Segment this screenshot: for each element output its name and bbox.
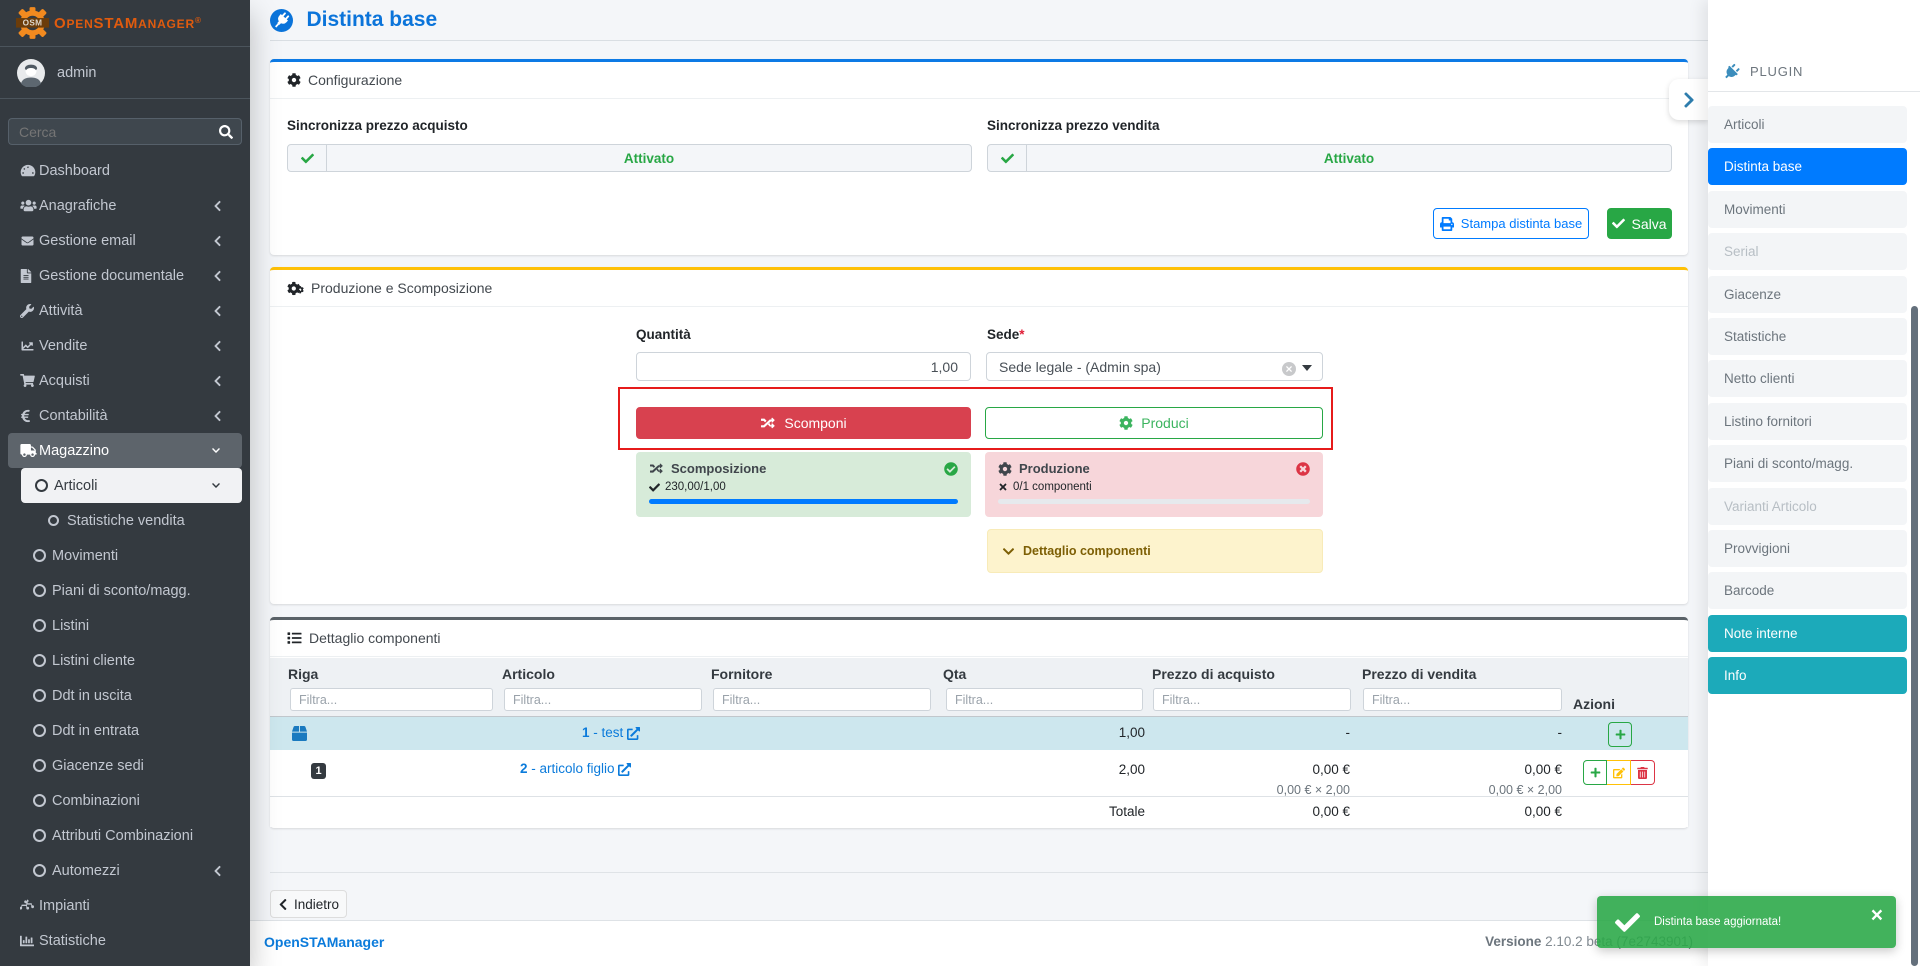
svg-text:OSM: OSM bbox=[23, 19, 43, 28]
